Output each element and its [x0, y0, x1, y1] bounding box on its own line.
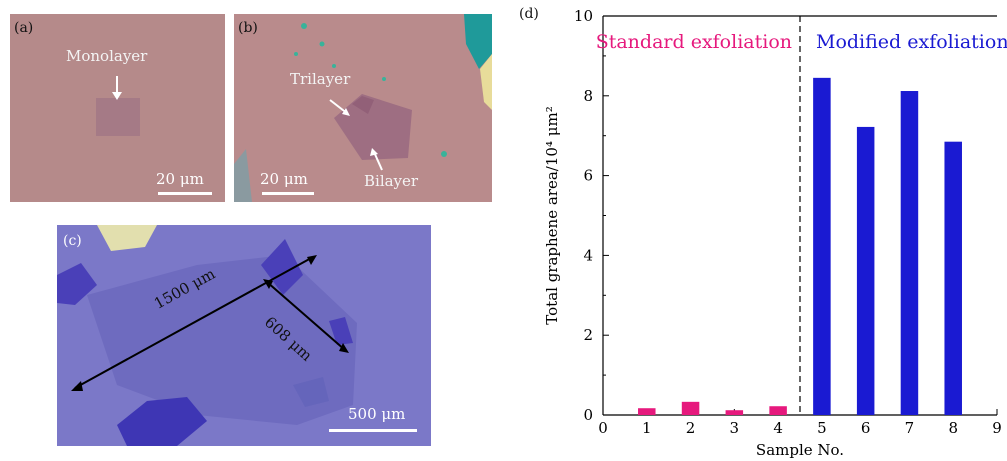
monolayer-flake — [96, 98, 140, 136]
panel-d-tag: (d) — [519, 6, 539, 22]
y-tick-label: 10 — [574, 7, 593, 25]
scale-bar-c — [329, 429, 417, 432]
panel-b-tag: (b) — [238, 20, 258, 36]
bar-sample-2 — [681, 401, 700, 415]
y-tick-label: 4 — [583, 246, 593, 264]
micrograph-panel-b: (b) Trilayer Bilayer 20 μm — [234, 14, 492, 202]
x-tick-label: 0 — [598, 419, 608, 437]
thick-flake-bottom-c — [117, 397, 207, 446]
x-tick-label: 5 — [817, 419, 827, 437]
scale-bar-a — [158, 192, 212, 195]
x-tick-label: 3 — [730, 419, 740, 437]
thick-flake-top-c — [261, 239, 303, 295]
x-tick-label: 1 — [642, 419, 652, 437]
panel-c-tag: (c) — [63, 233, 82, 249]
y-tick-label: 0 — [583, 406, 593, 424]
annotation-standard-exfoliation: Standard exfoliation — [596, 31, 792, 53]
bar-sample-6 — [856, 126, 875, 415]
trilayer-flake — [352, 96, 374, 114]
yellow-flake-c — [97, 225, 157, 251]
scale-bar-b — [262, 192, 314, 195]
micrograph-b-image — [234, 14, 492, 202]
bar-sample-4 — [769, 406, 787, 415]
bilayer-flake — [334, 94, 412, 160]
length-arrow-short — [266, 281, 346, 351]
micrograph-panel-a: (a) Monolayer 20 μm — [10, 14, 225, 202]
bilayer-label: Bilayer — [364, 172, 419, 190]
monolayer-label: Monolayer — [66, 47, 148, 65]
y-tick-label: 8 — [583, 87, 593, 105]
bar-sample-8 — [944, 141, 962, 415]
trilayer-label: Trilayer — [290, 70, 351, 88]
x-tick-label: 7 — [905, 419, 915, 437]
thick-flake-b — [464, 14, 492, 69]
large-flake-c — [87, 255, 357, 425]
scale-text-b: 20 μm — [260, 170, 308, 188]
panel-a-tag: (a) — [14, 20, 34, 36]
x-axis-label: Sample No. — [756, 441, 844, 459]
micrograph-a-image — [10, 14, 225, 202]
micrograph-c-image — [57, 225, 431, 446]
y-tick-label: 2 — [583, 326, 593, 344]
micrograph-panel-c: (c) 1500 μm 608 μm 500 μm — [57, 225, 431, 446]
x-tick-label: 2 — [686, 419, 696, 437]
annotation-modified-exfoliation: Modified exfoliation — [816, 31, 1007, 53]
x-tick-label: 4 — [773, 419, 783, 437]
x-tick-label: 8 — [948, 419, 958, 437]
bilayer-arrow — [373, 151, 383, 171]
scale-text-a: 20 μm — [156, 170, 204, 188]
bar-sample-3 — [725, 410, 744, 415]
y-tick-label: 6 — [583, 167, 593, 185]
y-axis-label: Total graphene area/10⁴ μm² — [543, 106, 561, 324]
length-arrow-long — [74, 256, 314, 389]
bar-sample-7 — [900, 91, 919, 416]
bar-sample-1 — [638, 408, 656, 415]
x-tick-label: 6 — [861, 419, 871, 437]
x-tick-label: 9 — [992, 419, 1002, 437]
bar-sample-5 — [813, 77, 831, 415]
scale-text-c: 500 μm — [348, 405, 406, 423]
